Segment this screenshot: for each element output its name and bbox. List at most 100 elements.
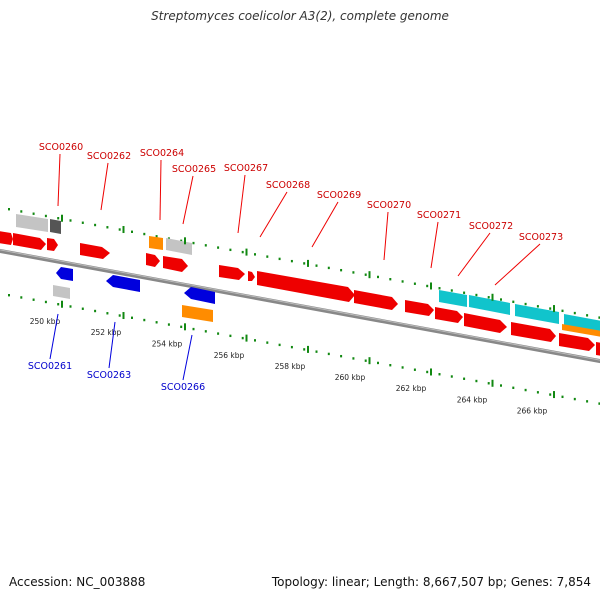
- reverse-gene-feature[interactable]: [56, 267, 73, 281]
- major-tick: [245, 248, 248, 256]
- gene-label-sco0266[interactable]: SCO0266: [161, 382, 205, 393]
- forward-gene-feature[interactable]: [13, 233, 46, 250]
- scale-dot: [303, 262, 306, 265]
- forward-gene-feature[interactable]: [511, 322, 556, 342]
- scale-dot: [536, 391, 539, 394]
- scale-dot: [57, 217, 60, 220]
- major-tick: [491, 379, 494, 387]
- scale-dot: [241, 250, 244, 254]
- gene-label-sco0272[interactable]: SCO0272: [469, 221, 513, 232]
- gene-leader-line: [383, 211, 389, 261]
- scale-dot: [290, 345, 293, 349]
- pseudo-gene-feature[interactable]: [16, 214, 48, 232]
- genome-backbone: [0, 248, 600, 364]
- forward-gene-feature[interactable]: [596, 342, 600, 356]
- scale-dot: [241, 336, 244, 340]
- gene-label-sco0263[interactable]: SCO0263: [87, 370, 131, 381]
- scale-dot: [586, 314, 589, 317]
- scale-dot: [487, 296, 490, 299]
- scale-tick-label: 266 kbp: [517, 406, 548, 415]
- scale-dot: [413, 282, 416, 285]
- gene-leader-line: [182, 175, 194, 225]
- dark-gene-feature[interactable]: [50, 219, 61, 234]
- gene-label-sco0262[interactable]: SCO0262: [87, 151, 131, 162]
- forward-gene-feature[interactable]: [354, 290, 398, 310]
- scale-dot: [426, 370, 429, 374]
- scale-dot: [20, 210, 23, 213]
- scale-dot: [401, 366, 404, 369]
- cyan-feature[interactable]: [439, 290, 467, 307]
- forward-gene-feature[interactable]: [405, 300, 434, 316]
- gene-leader-line: [108, 321, 116, 369]
- forward-gene-feature[interactable]: [219, 265, 245, 280]
- cyan-feature[interactable]: [515, 304, 559, 324]
- forward-gene-feature[interactable]: [80, 243, 110, 259]
- gene-label-sco0268[interactable]: SCO0268: [266, 180, 310, 191]
- scale-dot: [438, 373, 441, 376]
- gene-label-sco0269[interactable]: SCO0269: [317, 190, 361, 201]
- scale-dot: [204, 244, 207, 247]
- cyan-feature[interactable]: [564, 314, 600, 332]
- other-gene-feature[interactable]: [562, 324, 600, 337]
- forward-gene-feature[interactable]: [464, 313, 507, 333]
- scale-dot: [377, 275, 379, 279]
- major-tick: [553, 391, 555, 399]
- gene-label-sco0271[interactable]: SCO0271: [417, 210, 461, 221]
- scale-dot: [44, 214, 47, 218]
- scale-dot: [500, 298, 502, 301]
- reverse-gene-feature[interactable]: [184, 287, 215, 304]
- scale-dot: [512, 300, 515, 303]
- other-gene-feature[interactable]: [149, 236, 163, 250]
- forward-gene-feature[interactable]: [559, 333, 595, 351]
- scale-dot: [192, 327, 195, 331]
- scale-dot: [32, 212, 35, 215]
- scale-dot: [364, 273, 367, 276]
- gene-leader-line: [494, 243, 541, 286]
- gene-label-sco0273[interactable]: SCO0273: [519, 232, 563, 243]
- scale-dot: [340, 268, 343, 272]
- major-tick: [368, 271, 371, 279]
- major-tick: [61, 214, 63, 222]
- scale-dot: [266, 341, 269, 344]
- gene-leader-line: [100, 162, 109, 211]
- gene-label-sco0264[interactable]: SCO0264: [140, 148, 184, 159]
- scale-dot: [81, 221, 84, 224]
- scale-tick-label: 256 kbp: [214, 351, 245, 360]
- forward-gene-feature[interactable]: [435, 307, 463, 323]
- scale-dot: [573, 397, 576, 401]
- scale-dot: [340, 354, 343, 358]
- gene-leader-line: [237, 174, 246, 234]
- forward-gene-feature[interactable]: [163, 256, 188, 272]
- scale-dot: [475, 379, 478, 383]
- gene-label-sco0260[interactable]: SCO0260: [39, 142, 83, 153]
- scale-dot: [204, 330, 207, 333]
- scale-tick-label: 252 kbp: [91, 328, 122, 337]
- gene-leader-line: [57, 153, 61, 207]
- major-tick: [184, 323, 186, 331]
- scale-dot: [426, 284, 429, 288]
- reverse-gene-feature[interactable]: [106, 275, 140, 292]
- major-tick: [122, 312, 125, 320]
- gene-labels: SCO0260 SCO0262 SCO0264 SCO0265 SCO0267 SCO02…: [28, 142, 563, 393]
- scale-dot: [450, 375, 453, 378]
- forward-gene-feature[interactable]: [248, 271, 255, 281]
- major-tick: [553, 305, 555, 313]
- forward-gene-feature[interactable]: [47, 238, 58, 251]
- gene-label-sco0267[interactable]: SCO0267: [224, 163, 268, 174]
- forward-gene-feature[interactable]: [0, 231, 13, 245]
- gene-label-sco0270[interactable]: SCO0270: [367, 200, 411, 211]
- scale-dot: [327, 352, 330, 356]
- major-tick: [368, 357, 371, 365]
- gene-label-sco0265[interactable]: SCO0265: [172, 164, 216, 175]
- pseudo-gene-feature[interactable]: [166, 238, 192, 255]
- pseudo-gene-feature[interactable]: [53, 285, 70, 299]
- forward-gene-feature[interactable]: [257, 271, 355, 302]
- cyan-feature[interactable]: [469, 295, 510, 315]
- scale-dot: [131, 316, 133, 319]
- forward-gene-feature[interactable]: [146, 253, 160, 267]
- major-tick: [307, 259, 309, 267]
- other-gene-feature[interactable]: [182, 305, 213, 322]
- gene-label-sco0261[interactable]: SCO0261: [28, 361, 72, 372]
- scale-dot: [315, 264, 318, 267]
